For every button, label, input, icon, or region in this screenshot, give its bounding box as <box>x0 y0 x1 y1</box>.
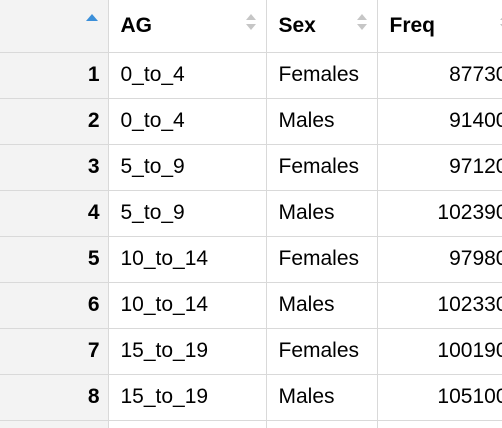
row-number: 8 <box>0 374 109 421</box>
table-row: 4 5_to_9 Males 102390 <box>0 190 502 237</box>
table-row: 1 0_to_4 Females 87730 <box>0 52 502 99</box>
cell-ag: 0_to_4 <box>108 52 267 99</box>
cell-ag: 5_to_9 <box>108 144 267 191</box>
row-number: 5 <box>0 236 109 283</box>
cell-freq: 97120 <box>377 144 502 191</box>
cell-ag: 5_to_9 <box>108 190 267 237</box>
row-number: 3 <box>0 144 109 191</box>
cell-sex: Males <box>266 374 378 421</box>
cell-sex: Females <box>266 328 378 375</box>
cell-freq: 105100 <box>377 374 502 421</box>
row-number: 4 <box>0 190 109 237</box>
cell-ag: 10_to_14 <box>108 236 267 283</box>
table-row: 7 15_to_19 Females 100190 <box>0 328 502 375</box>
cell-ag: 15_to_19 <box>108 374 267 421</box>
table-row: 2 0_to_4 Males 91400 <box>0 98 502 145</box>
column-header-freq[interactable]: Freq <box>377 0 502 53</box>
cell-sex: Females <box>266 236 378 283</box>
cell-freq: 102390 <box>377 190 502 237</box>
cell-ag: 0_to_4 <box>108 98 267 145</box>
table-row: 8 15_to_19 Males 105100 <box>0 374 502 421</box>
cell-freq: 97980 <box>377 236 502 283</box>
column-header-sex[interactable]: Sex <box>266 0 378 53</box>
row-number <box>0 420 109 428</box>
row-number-header[interactable] <box>0 0 109 53</box>
cell-sex: Males <box>266 98 378 145</box>
header-row: AG Sex Freq <box>0 0 502 53</box>
row-number: 7 <box>0 328 109 375</box>
row-number: 6 <box>0 282 109 329</box>
cell-sex <box>266 420 378 428</box>
column-header-label: Sex <box>278 13 316 37</box>
column-header-label: AG <box>120 13 153 37</box>
sort-ascending-icon[interactable] <box>85 14 98 21</box>
sort-icon[interactable] <box>245 13 256 33</box>
column-header-ag[interactable]: AG <box>108 0 267 53</box>
row-number: 1 <box>0 52 109 99</box>
table-row-partial <box>0 420 502 428</box>
cell-freq <box>377 420 502 428</box>
sort-icon[interactable] <box>499 13 502 33</box>
sort-icon[interactable] <box>356 13 367 33</box>
cell-sex: Males <box>266 282 378 329</box>
table-row: 3 5_to_9 Females 97120 <box>0 144 502 191</box>
table-row: 5 10_to_14 Females 97980 <box>0 236 502 283</box>
cell-freq: 87730 <box>377 52 502 99</box>
cell-freq: 102330 <box>377 282 502 329</box>
table-row: 6 10_to_14 Males 102330 <box>0 282 502 329</box>
cell-sex: Males <box>266 190 378 237</box>
cell-freq: 100190 <box>377 328 502 375</box>
column-header-label: Freq <box>389 13 436 37</box>
cell-ag: 15_to_19 <box>108 328 267 375</box>
cell-ag <box>108 420 267 428</box>
cell-ag: 10_to_14 <box>108 282 267 329</box>
cell-sex: Females <box>266 52 378 99</box>
cell-freq: 91400 <box>377 98 502 145</box>
row-number: 2 <box>0 98 109 145</box>
cell-sex: Females <box>266 144 378 191</box>
